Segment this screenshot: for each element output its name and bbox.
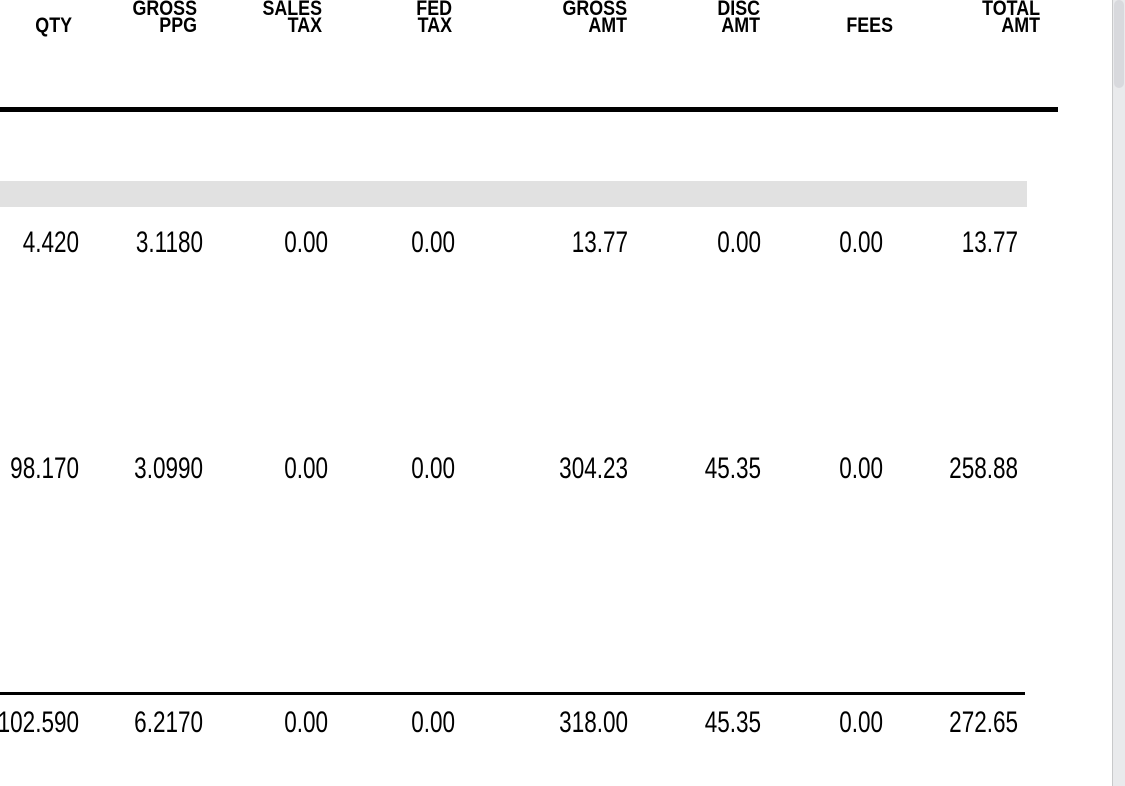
total-total-amt: 272.65 bbox=[949, 706, 1018, 739]
cell-disc-amt: 45.35 bbox=[704, 452, 761, 485]
total-gross-amt: 318.00 bbox=[559, 706, 628, 739]
cell-fed-tax: 0.00 bbox=[411, 452, 455, 485]
column-header-line1: SALES bbox=[262, 0, 322, 20]
totals-rule bbox=[0, 692, 1025, 695]
column-header-line1: TOTAL bbox=[982, 0, 1040, 20]
cell-gross-ppg: 3.1180 bbox=[135, 226, 203, 259]
column-header-line2: QTY bbox=[35, 14, 72, 37]
column-header-line1: GROSS bbox=[132, 0, 197, 20]
column-header-gross-amt: GROSS AMT bbox=[534, 0, 627, 37]
column-header-line2: TAX bbox=[287, 14, 322, 37]
column-header-line2: FEES bbox=[846, 14, 893, 37]
cell-gross-amt: 13.77 bbox=[571, 226, 628, 259]
column-header-disc-amt: DISC AMT bbox=[667, 0, 760, 37]
table-header-row: QTY GROSS PPG SALES TAX FED TAX GROSS AM… bbox=[0, 0, 1113, 36]
cell-gross-ppg: 3.0990 bbox=[134, 452, 203, 485]
table-row: 98.170 3.0990 0.00 0.00 304.23 45.35 0.0… bbox=[0, 454, 1113, 484]
cell-fees: 0.00 bbox=[839, 226, 883, 259]
total-fed-tax: 0.00 bbox=[411, 706, 455, 739]
column-header-fees: FEES bbox=[800, 0, 893, 37]
total-sales-tax: 0.00 bbox=[284, 706, 328, 739]
column-header-line1: FED bbox=[416, 0, 452, 20]
cell-total-amt: 258.88 bbox=[949, 452, 1018, 485]
cell-sales-tax: 0.00 bbox=[284, 226, 328, 259]
column-header-fed-tax: FED TAX bbox=[359, 0, 452, 37]
total-qty: 102.590 bbox=[0, 706, 79, 739]
column-header-line2: AMT bbox=[1001, 14, 1040, 37]
column-header-line2: PPG bbox=[159, 14, 197, 37]
scrollbar-thumb[interactable] bbox=[1114, 0, 1124, 88]
column-header-line1: DISC bbox=[717, 0, 760, 20]
vertical-scrollbar[interactable] bbox=[1112, 0, 1125, 786]
header-underline bbox=[0, 107, 1058, 112]
column-header-sales-tax: SALES TAX bbox=[229, 0, 322, 37]
cell-fees: 0.00 bbox=[839, 452, 883, 485]
column-header-line2: TAX bbox=[417, 14, 452, 37]
highlight-band bbox=[0, 181, 1027, 207]
column-header-line1: GROSS bbox=[562, 0, 627, 20]
column-header-total-amt: TOTAL AMT bbox=[947, 0, 1040, 37]
column-header-line2: AMT bbox=[721, 14, 760, 37]
cell-sales-tax: 0.00 bbox=[284, 452, 328, 485]
cell-disc-amt: 0.00 bbox=[717, 226, 761, 259]
total-fees: 0.00 bbox=[839, 706, 883, 739]
cell-qty: 98.170 bbox=[10, 452, 79, 485]
table-row: 4.420 3.1180 0.00 0.00 13.77 0.00 0.00 1… bbox=[0, 228, 1113, 258]
cell-qty: 4.420 bbox=[22, 226, 79, 259]
cell-total-amt: 13.77 bbox=[961, 226, 1018, 259]
totals-row: 102.590 6.2170 0.00 0.00 318.00 45.35 0.… bbox=[0, 708, 1113, 738]
column-header-qty: QTY bbox=[0, 0, 72, 37]
total-gross-ppg: 6.2170 bbox=[134, 706, 203, 739]
cell-gross-amt: 304.23 bbox=[559, 452, 628, 485]
total-disc-amt: 45.35 bbox=[704, 706, 761, 739]
column-header-gross-ppg: GROSS PPG bbox=[104, 0, 197, 37]
column-header-line2: AMT bbox=[588, 14, 627, 37]
cell-fed-tax: 0.00 bbox=[411, 226, 455, 259]
